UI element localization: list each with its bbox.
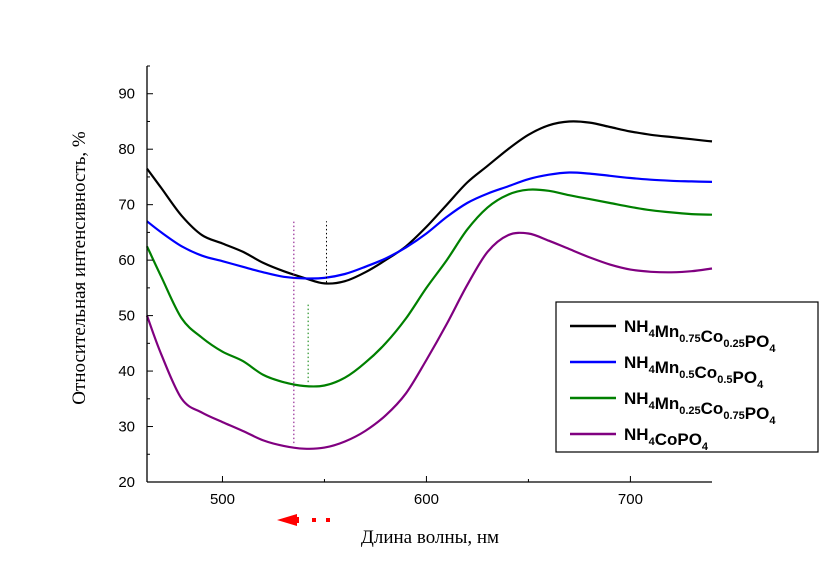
- arrow-dash: [326, 518, 330, 522]
- axes: 20 30 40 50 60 70 80 90 500 600 700: [118, 65, 712, 508]
- x-tick-label: 600: [414, 491, 439, 508]
- arrow-dash: [296, 517, 299, 523]
- y-tick-label: 30: [118, 419, 135, 436]
- legend-label-2: NH4Mn0.25Co0.75PO4: [624, 389, 776, 427]
- x-tick-label: 700: [618, 491, 643, 508]
- legend-label-1: NH4Mn0.5Co0.5PO4: [624, 353, 764, 391]
- plot-area: [145, 120, 713, 450]
- x-tick-label: 500: [210, 491, 235, 508]
- y-tick-label: 20: [118, 474, 135, 491]
- legend-label-3: NH4CoPO4: [624, 425, 709, 453]
- arrow-dash: [312, 518, 316, 522]
- legend-label-0: NH4Mn0.75Co0.25PO4: [624, 317, 776, 355]
- series-line-3: [145, 231, 713, 450]
- arrow-head: [277, 514, 297, 526]
- y-tick-label: 40: [118, 363, 135, 380]
- y-tick-label: 60: [118, 252, 135, 269]
- y-tick-label: 80: [118, 141, 135, 158]
- legend: NH4Mn0.75Co0.25PO4NH4Mn0.5Co0.5PO4NH4Mn0…: [555, 301, 819, 453]
- series-line-1: [146, 171, 713, 280]
- y-axis-title: Относительная интенсивность, %: [69, 131, 90, 405]
- y-tick-label: 50: [118, 308, 135, 325]
- red-arrow-annotation: [277, 514, 330, 526]
- series-line-0: [146, 120, 713, 285]
- y-tick-label: 90: [118, 86, 135, 103]
- x-axis-title: Длина волны, нм: [361, 527, 499, 548]
- series-line-2: [146, 188, 713, 388]
- y-tick-label: 70: [118, 197, 135, 214]
